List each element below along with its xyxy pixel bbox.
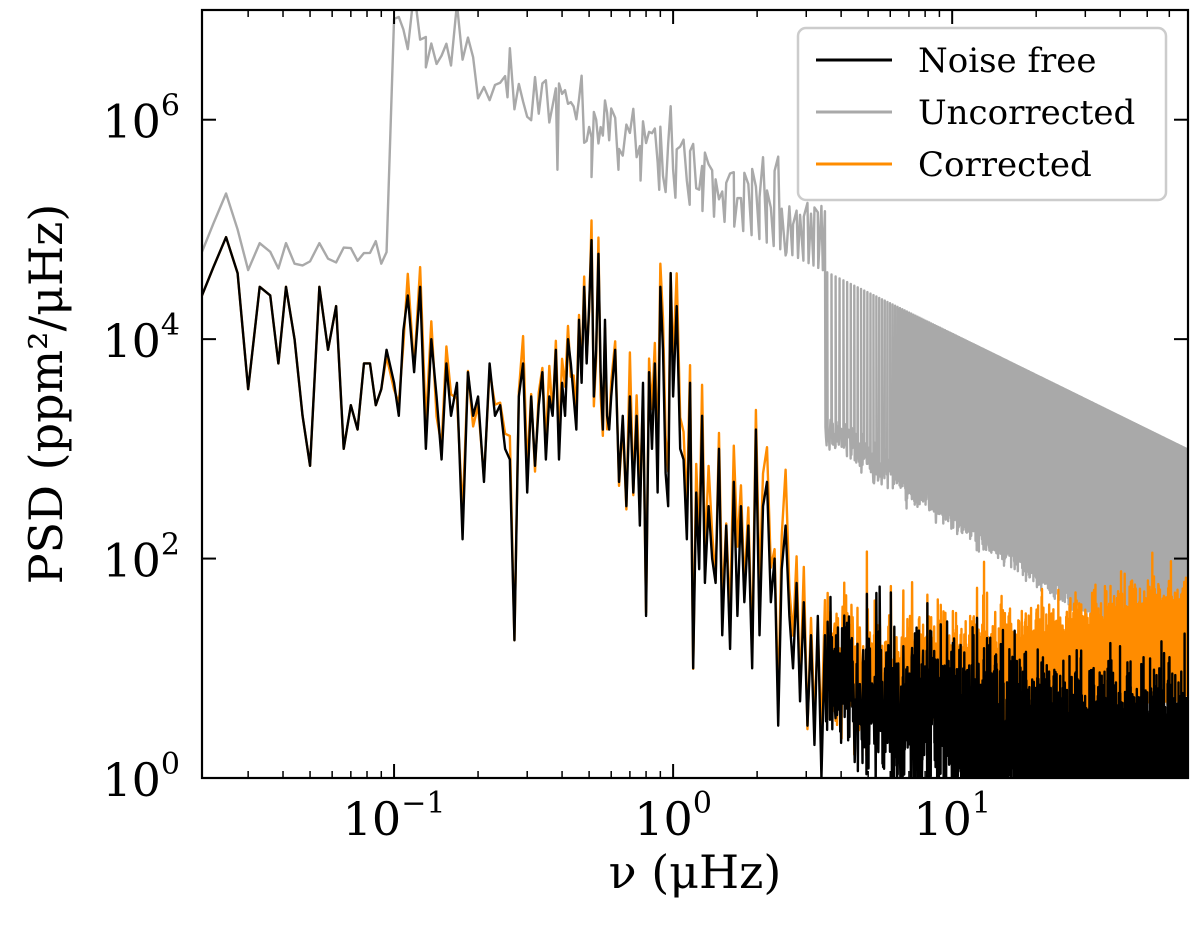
y-tick-label: 100 — [102, 747, 180, 807]
legend-label-corrected: Corrected — [918, 145, 1092, 185]
y-tick-label: 102 — [102, 528, 180, 588]
legend-box — [796, 26, 1168, 202]
legend-label-noise-free: Noise free — [918, 41, 1097, 81]
x-tick-label: 101 — [913, 786, 991, 846]
x-tick-label: 100 — [634, 786, 712, 846]
x-tick-label: 10−1 — [343, 786, 446, 846]
series-line-noise-free — [202, 235, 1188, 778]
legend-label-uncorrected: Uncorrected — [918, 93, 1135, 133]
plot-area — [202, 10, 1188, 778]
plot-frame — [200, 8, 1190, 780]
axis-tick-labels: 10−1 100 101 100 102 104 106 — [102, 89, 991, 846]
y-axis-label: PSD (ppm²/μHz) — [19, 204, 73, 585]
legend: Noise free Uncorrected Corrected — [796, 26, 1168, 202]
x-axis-label: ν (μHz) — [609, 845, 782, 899]
y-tick-label: 104 — [102, 308, 180, 368]
axis-ticks — [202, 10, 1189, 779]
y-tick-label: 106 — [102, 89, 180, 149]
